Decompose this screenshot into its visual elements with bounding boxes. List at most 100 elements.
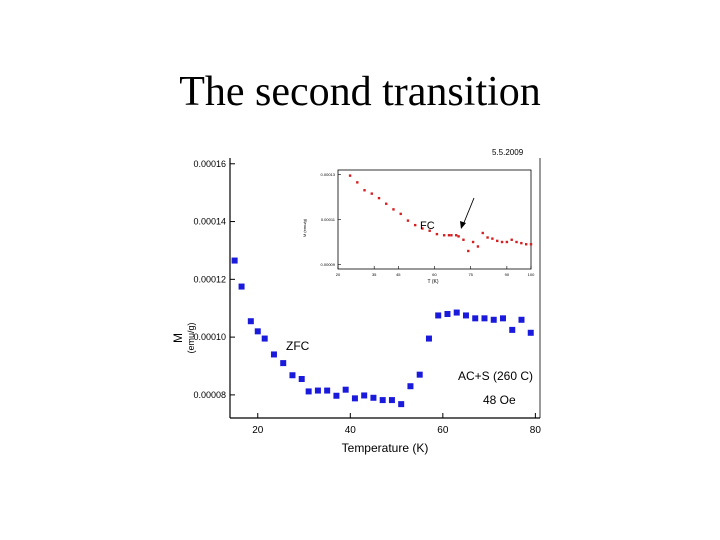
main-data-point [261,335,268,342]
main-data-point [247,318,254,325]
inset-points [348,174,533,253]
inset-data-point [457,235,460,238]
main-data-point [407,383,414,390]
inset-x-tick-label: 45 [396,272,401,277]
inset-data-point [435,232,439,236]
inset-data-point [524,243,528,246]
main-data-point [462,312,469,319]
main-x-tick-label: 80 [530,425,542,436]
inset-data-point [486,236,489,239]
inset-data-point [385,202,388,205]
inset-data-point [515,240,518,244]
main-x-tick-label: 20 [252,425,264,436]
main-data-point [270,351,277,358]
transition-arrowhead [460,221,466,229]
main-x-tick-label: 60 [437,425,449,436]
inset-data-point [471,240,475,244]
inset-ticks: 20 35 45 60 75 90 100 0.00009 0.00011 0.00013 [321,172,536,277]
main-data-point [314,387,321,394]
inset-data-point [348,174,352,177]
inset-data-point [510,238,513,241]
main-data-point [388,397,395,404]
inset-data-point [481,231,484,235]
main-x-tick-label: 40 [345,425,357,436]
main-data-point [333,392,340,399]
inset-x-tick-label: 20 [336,272,341,277]
main-data-point [416,371,423,378]
main-x-axis-label: Temperature (K) [342,441,429,455]
inset-x-tick-label: 60 [432,272,437,277]
main-ticks: 20 40 60 80 0.00008 0.00010 0.00012 0.00014 0.00… [193,159,541,436]
sample-label: AC+S (260 C) [458,369,533,383]
inset-data-point [450,234,453,237]
main-data-point [379,397,386,404]
main-y-tick-label: 0.00008 [193,390,226,400]
inset-data-point [476,245,480,248]
main-data-point [435,312,442,319]
inset-x-tick-label: 35 [372,272,377,277]
inset-data-point [462,238,465,241]
main-data-point [351,395,358,402]
main-data-point [254,328,261,335]
main-data-point [280,360,287,367]
inset-data-point [370,192,373,195]
inset-data-point [500,240,504,244]
main-data-point [370,394,377,401]
inset-frame [337,169,532,270]
zfc-label: ZFC [286,339,310,353]
inset-data-point [447,234,451,237]
main-data-point [509,326,516,333]
inset-data-point [520,241,523,245]
field-label: 48 Oe [483,393,516,407]
inset-data-point [505,240,509,244]
main-data-point [527,329,534,336]
inset-data-point [414,223,417,227]
inset-data-point [356,181,359,184]
main-data-point [499,315,506,322]
main-data-point [425,335,432,342]
main-data-point [324,387,331,394]
main-points [231,257,534,408]
inset-y-tick-label: 0.00013 [321,172,336,177]
inset-data-point [496,239,499,243]
inset-data-point [442,234,446,237]
main-y-axis-label: M [171,333,185,343]
main-y-tick-label: 0.00014 [193,217,226,227]
inset-x-axis-label: T (K) [427,279,438,285]
main-y-tick-label: 0.00010 [193,332,226,342]
main-data-point [518,316,525,323]
figure-date: 5.5.2009 [492,148,524,157]
main-data-point [342,386,349,393]
main-y-tick-label: 0.00012 [193,274,226,284]
inset-x-tick-label: 100 [528,272,535,277]
main-data-point [472,315,479,322]
main-data-point [453,309,460,316]
main-data-point [361,392,368,399]
inset-data-point [529,243,533,246]
inset-y-axis-label: M (emu/g) [302,218,307,237]
inset-data-point [377,196,381,200]
inset-x-tick-label: 75 [468,272,473,277]
inset-data-point [421,227,424,230]
main-y-axis-sublabel: (emu/g) [186,322,196,353]
fc-label: FC [420,220,435,232]
inset-data-point [392,208,395,211]
inset-data-point [399,212,402,216]
inset-x-tick-label: 90 [505,272,510,277]
inset-data-point [428,229,431,232]
inset-y-tick-label: 0.00011 [321,217,336,222]
transition-arrow [462,197,475,226]
main-data-point [238,283,245,290]
main-data-point [298,376,305,382]
main-data-point [490,316,497,323]
main-data-point [305,388,312,395]
main-data-point [481,315,488,322]
main-data-point [398,401,405,408]
inset-data-point [363,189,366,192]
inset-y-tick-label: 0.00009 [321,262,336,267]
inset-data-point [491,237,494,240]
main-data-point [231,257,238,264]
inset-data-point [455,234,458,237]
main-y-tick-label: 0.00016 [193,159,226,169]
